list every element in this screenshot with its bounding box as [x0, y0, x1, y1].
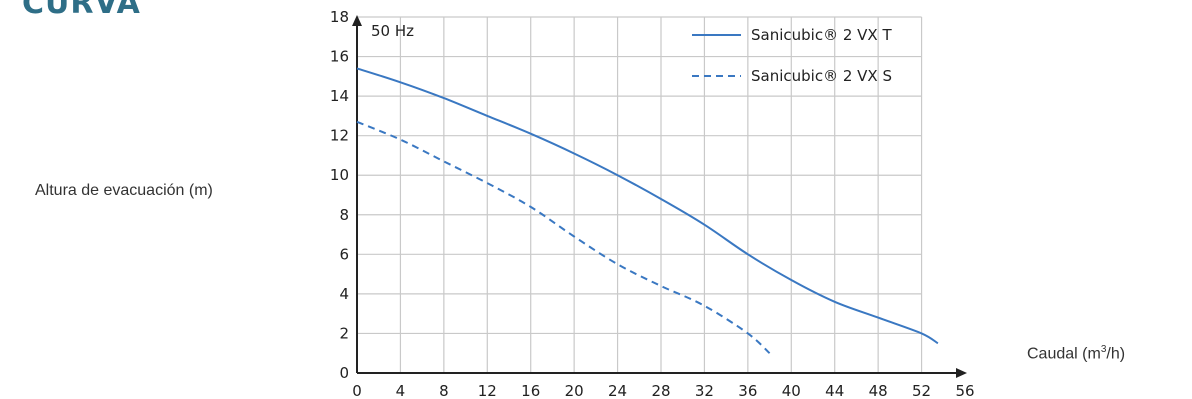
y-tick-label: 16 [330, 48, 349, 66]
x-axis-label-superscript: 3 [1100, 344, 1107, 355]
y-tick-label: 4 [339, 285, 349, 303]
y-tick-label: 18 [330, 8, 349, 26]
x-tick-label: 56 [955, 382, 974, 399]
x-tick-label: 40 [782, 382, 801, 399]
x-tick-label: 4 [396, 382, 406, 399]
x-axis-label: Caudal (m3/h) [1027, 344, 1125, 363]
x-axis-label-prefix: Caudal (m [1027, 345, 1101, 363]
y-tick-label: 10 [330, 166, 349, 184]
y-tick-label: 6 [339, 245, 349, 263]
series-line-2 [356, 120, 771, 354]
chart-annotation: 50 Hz [371, 22, 414, 40]
x-tick-label: 16 [521, 382, 540, 399]
x-tick-label: 44 [825, 382, 844, 399]
x-tick-label: 8 [439, 382, 449, 399]
x-axis-arrow [956, 368, 967, 378]
legend-label-2: Sanicubic® 2 VX S [751, 67, 892, 85]
x-tick-label: 48 [869, 382, 888, 399]
y-tick-label: 0 [339, 364, 349, 382]
x-tick-label: 20 [565, 382, 584, 399]
x-tick-label: 52 [912, 382, 931, 399]
y-tick-label: 8 [339, 206, 349, 224]
x-tick-label: 24 [608, 382, 627, 399]
x-tick-label: 32 [695, 382, 714, 399]
x-tick-label: 28 [651, 382, 670, 399]
page-heading: CURVA [22, 0, 141, 21]
y-axis-arrow [352, 15, 362, 26]
x-tick-label: 36 [738, 382, 757, 399]
y-tick-label: 14 [330, 87, 349, 105]
y-tick-label: 12 [330, 127, 349, 145]
series-line-1 [356, 67, 939, 345]
y-axis-label: Altura de evacuación (m) [35, 182, 213, 199]
x-tick-label: 0 [352, 382, 362, 399]
x-tick-label: 12 [478, 382, 497, 399]
legend-label-1: Sanicubic® 2 VX T [751, 26, 892, 44]
y-tick-label: 2 [339, 324, 349, 342]
x-axis-label-suffix: /h) [1106, 345, 1126, 363]
